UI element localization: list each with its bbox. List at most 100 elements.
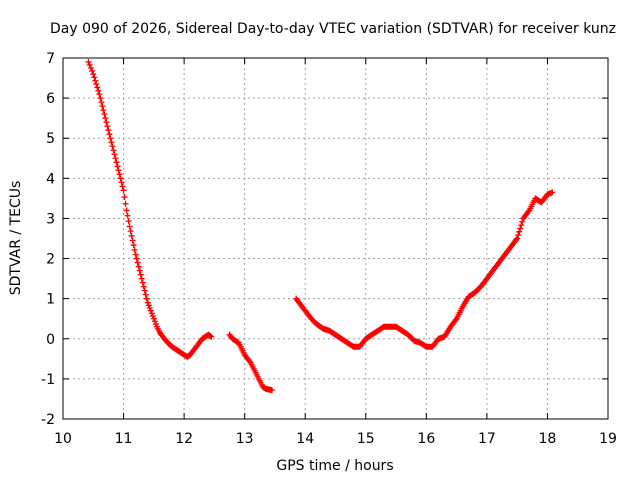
data-point	[93, 81, 100, 88]
data-point	[99, 103, 106, 110]
data-point	[513, 236, 520, 243]
data-point	[146, 305, 153, 312]
x-tick-label: 12	[175, 431, 193, 447]
data-point	[107, 135, 114, 142]
data-point	[121, 194, 128, 201]
data-point	[104, 123, 111, 130]
data-point	[102, 115, 109, 122]
data-point	[139, 279, 146, 286]
data-point	[207, 333, 214, 340]
x-tick-label: 16	[417, 431, 435, 447]
x-tick-label: 17	[478, 431, 496, 447]
data-point	[90, 71, 97, 78]
data-point	[112, 155, 119, 162]
x-tick-label: 18	[539, 431, 557, 447]
data-point	[134, 259, 141, 266]
data-point	[147, 307, 154, 314]
y-axis-label: SDTVAR / TECUs	[8, 181, 24, 296]
x-tick-label: 10	[54, 431, 72, 447]
data-point	[129, 237, 136, 244]
data-point	[138, 275, 145, 282]
data-point	[98, 99, 105, 106]
data-point	[89, 68, 96, 75]
y-tick-label: -2	[41, 412, 55, 428]
data-point	[100, 107, 107, 114]
data-point	[135, 263, 142, 270]
data-points	[85, 59, 556, 394]
y-tick-label: 5	[46, 131, 55, 147]
data-point	[106, 131, 113, 138]
x-tick-label: 14	[296, 431, 314, 447]
y-tick-label: 1	[46, 292, 55, 308]
data-point	[517, 225, 524, 232]
axis-ticks	[62, 57, 609, 420]
data-point	[131, 246, 138, 253]
data-point	[96, 91, 103, 98]
data-point	[142, 291, 149, 298]
y-tick-label: 0	[46, 332, 55, 348]
y-tick-label: 4	[46, 171, 55, 187]
data-point	[125, 218, 132, 225]
x-tick-label: 13	[236, 431, 254, 447]
data-point	[525, 208, 532, 215]
data-point	[246, 358, 253, 365]
grid-lines	[63, 58, 608, 419]
data-point	[140, 283, 147, 290]
data-point	[126, 223, 133, 230]
data-point	[549, 189, 556, 196]
data-point	[152, 321, 159, 328]
data-point	[116, 171, 123, 178]
data-point	[124, 212, 131, 219]
data-point	[149, 313, 156, 320]
data-point	[515, 232, 522, 239]
data-point	[136, 267, 143, 274]
data-point	[95, 87, 102, 94]
data-point	[268, 387, 275, 394]
data-point	[118, 179, 125, 186]
data-point	[143, 295, 150, 302]
y-tick-label: 3	[46, 211, 55, 227]
chart-title: Day 090 of 2026, Sidereal Day-to-day VTE…	[50, 21, 616, 37]
data-point	[150, 315, 157, 322]
data-point	[119, 183, 126, 190]
data-point	[86, 62, 93, 69]
y-tick-label: -1	[41, 372, 55, 388]
data-point	[145, 302, 152, 309]
data-point	[101, 111, 108, 118]
data-point	[452, 317, 459, 324]
data-point	[91, 74, 98, 81]
data-point	[518, 222, 525, 229]
data-point	[87, 65, 94, 72]
x-tick-label: 19	[599, 431, 617, 447]
x-tick-label: 15	[357, 431, 375, 447]
x-axis-label: GPS time / hours	[276, 458, 393, 474]
data-point	[132, 251, 139, 258]
data-point	[137, 271, 144, 278]
y-tick-label: 6	[46, 91, 55, 107]
data-point	[151, 318, 158, 325]
data-point	[122, 200, 129, 207]
data-point	[94, 84, 101, 91]
data-point	[105, 127, 112, 134]
data-point	[115, 167, 122, 174]
data-point	[123, 207, 130, 214]
plot-frame	[62, 57, 609, 420]
x-tick-labels: 10 11 12 13 14 15 16 17 18 19	[54, 431, 617, 447]
data-point	[120, 187, 127, 194]
data-point	[103, 119, 110, 126]
data-point	[108, 139, 115, 146]
data-point	[97, 95, 104, 102]
data-point	[92, 77, 99, 84]
data-point	[141, 287, 148, 294]
data-point	[144, 299, 151, 306]
y-tick-label: 7	[46, 51, 55, 67]
data-point	[148, 310, 155, 317]
data-point	[111, 151, 118, 158]
data-point	[130, 242, 137, 249]
data-point	[113, 159, 120, 166]
data-point	[114, 163, 121, 170]
y-tick-labels: -2 -1 0 1 2 3 4 5 6 7	[41, 51, 55, 428]
data-point	[516, 228, 523, 235]
